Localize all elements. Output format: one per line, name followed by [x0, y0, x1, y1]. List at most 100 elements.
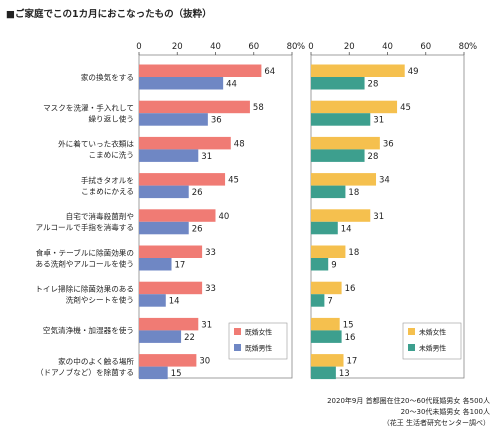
- bar: [139, 330, 182, 343]
- source-notes: 2020年9月 首都圏在住20～60代既婚男女 各500人 20～30代未婚男女…: [327, 396, 490, 429]
- bar: [139, 245, 203, 258]
- data-label: 30: [199, 357, 210, 367]
- category-label: 食卓・テーブルに除菌効果の: [36, 247, 134, 257]
- data-label: 31: [201, 320, 212, 330]
- legend-label: 未婚男性: [419, 344, 446, 353]
- x-tick-label: 80: [287, 42, 298, 52]
- data-label: 64: [264, 67, 275, 77]
- bar: [311, 281, 342, 295]
- bar: [139, 149, 199, 162]
- bar: [311, 113, 371, 126]
- bar: [311, 221, 338, 235]
- data-label: 16: [345, 284, 356, 294]
- legend-swatch: [234, 344, 241, 351]
- legend-swatch: [408, 328, 415, 335]
- legend-swatch: [234, 328, 241, 335]
- data-label: 7: [327, 297, 332, 307]
- bar: [311, 77, 365, 90]
- bar: [139, 366, 168, 380]
- data-label: 14: [169, 297, 180, 307]
- data-label: 33: [205, 284, 216, 294]
- data-label: 34: [379, 176, 390, 186]
- category-label: （ドアノブなど）を除菌する: [36, 367, 134, 377]
- x-tick-label: 0: [136, 42, 141, 52]
- bar: [139, 77, 224, 90]
- data-label: 15: [343, 320, 354, 330]
- data-label: 28: [368, 79, 379, 89]
- data-label: 17: [347, 357, 358, 367]
- bar: [139, 294, 166, 307]
- bar: [311, 245, 346, 258]
- data-label: 49: [408, 67, 419, 77]
- bar: [311, 258, 329, 271]
- x-tick-label: 80: [459, 42, 470, 52]
- data-label: 28: [368, 152, 379, 162]
- bar: [139, 317, 199, 331]
- x-unit-label: %: [297, 42, 305, 52]
- bar: [139, 113, 208, 126]
- category-label: 洗剤やシートを使う: [66, 295, 134, 305]
- category-label: 家の換気をする: [81, 72, 134, 82]
- category-label: マスクを洗濯・手入れして: [43, 103, 134, 113]
- x-tick-label: 20: [172, 42, 183, 52]
- data-label: 16: [345, 333, 356, 343]
- bar: [139, 221, 189, 235]
- x-tick-label: 40: [210, 42, 221, 52]
- chart-title: ■ご家庭でこの1カ月におこなったもの（抜粋）: [6, 9, 212, 20]
- category-label: 手拭きタオルを: [81, 175, 134, 185]
- data-label: 48: [234, 139, 245, 149]
- data-label: 15: [171, 369, 182, 379]
- category-label: アルコールで手指を消毒する: [36, 222, 135, 232]
- bar: [311, 136, 380, 150]
- bar: [139, 185, 189, 199]
- bar: [311, 64, 405, 77]
- legend-swatch: [408, 344, 415, 351]
- bar: [311, 330, 342, 343]
- legend-label: 既婚男性: [245, 344, 272, 353]
- note-line: 2020年9月 首都圏在住20～60代既婚男女 各500人: [327, 397, 490, 405]
- data-label: 36: [383, 139, 394, 149]
- category-label: 家の中のよく触る場所: [58, 356, 134, 366]
- bar: [311, 366, 336, 380]
- bar: [311, 185, 346, 199]
- legend-label: 未婚女性: [419, 328, 446, 337]
- bar: [311, 209, 371, 222]
- category-label: 空気清浄機・加湿器を使う: [43, 325, 134, 335]
- bar: [139, 354, 197, 367]
- bar: [139, 281, 203, 295]
- category-label: ある洗剤やアルコールを使う: [36, 258, 135, 268]
- category-label: こまめに洗う: [88, 150, 134, 160]
- bar: [311, 294, 325, 307]
- data-label: 45: [228, 176, 239, 186]
- data-label: 36: [211, 116, 222, 126]
- category-label: 繰り返し使う: [88, 114, 134, 124]
- bar: [311, 100, 398, 114]
- bar: [139, 64, 262, 77]
- data-label: 22: [184, 333, 195, 343]
- bar: [311, 173, 377, 186]
- legend-label: 既婚女性: [245, 328, 272, 337]
- data-label: 26: [192, 188, 203, 198]
- note-line: （花王 生活者研究センター調べ）: [382, 419, 490, 427]
- data-label: 17: [175, 260, 186, 270]
- bar: [311, 149, 365, 162]
- bar: [139, 209, 216, 222]
- bar: [139, 173, 226, 186]
- data-label: 13: [339, 369, 350, 379]
- category-label: トイレ掃除に除菌効果のある: [35, 284, 134, 294]
- bar: [139, 258, 172, 271]
- data-label: 31: [373, 212, 384, 222]
- x-tick-label: 0: [308, 42, 313, 52]
- data-label: 31: [201, 152, 212, 162]
- data-label: 18: [348, 248, 359, 258]
- x-tick-label: 40: [382, 42, 393, 52]
- x-unit-label: %: [469, 42, 477, 52]
- data-label: 40: [219, 212, 230, 222]
- data-label: 9: [331, 260, 336, 270]
- data-label: 58: [253, 103, 264, 113]
- data-label: 33: [205, 248, 216, 258]
- data-label: 18: [348, 188, 359, 198]
- category-label: こまめにかえる: [81, 187, 134, 196]
- data-label: 26: [192, 224, 203, 234]
